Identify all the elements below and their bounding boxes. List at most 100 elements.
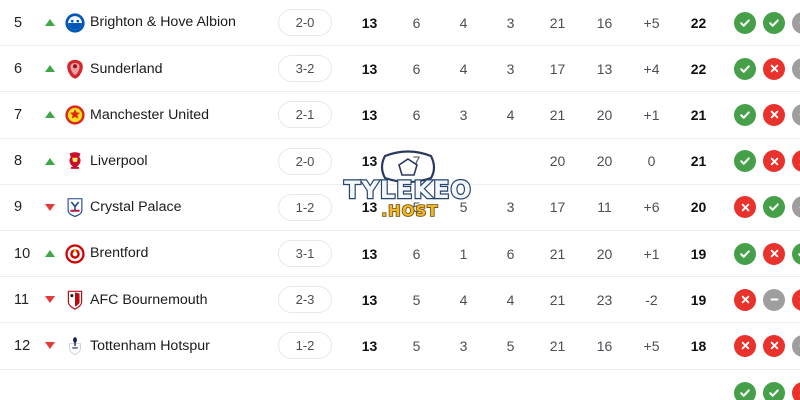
- form-chip-w[interactable]: [734, 150, 756, 173]
- played-cell: 13: [361, 291, 378, 308]
- form-chip-w[interactable]: [734, 103, 756, 126]
- last-result-cell[interactable]: 3-1: [264, 240, 346, 268]
- form-chip-w[interactable]: [763, 381, 785, 400]
- form-chip-d[interactable]: [763, 288, 785, 311]
- goals-against-cell: 20: [596, 245, 613, 262]
- goal-difference-cell: +4: [643, 60, 660, 77]
- team-name[interactable]: Sunderland: [90, 60, 163, 77]
- form-chip-d[interactable]: [792, 334, 800, 357]
- form-chip-l[interactable]: [763, 334, 785, 357]
- table-row[interactable]: 12 Tottenham Hotspur 1-2 13 5 3 5 21 16 +5 18: [0, 323, 800, 370]
- rank-cell: 5: [14, 14, 23, 31]
- last-result-badge[interactable]: 1-2: [278, 193, 332, 221]
- last-result-cell[interactable]: 1-2: [264, 332, 346, 360]
- last-result-cell[interactable]: 2-1: [264, 101, 346, 129]
- form-chip-w[interactable]: [734, 381, 756, 400]
- table-row[interactable]: 10 Brentford 3-1 13 6 1 6 21 20 +1 19: [0, 230, 800, 278]
- form-chip-l[interactable]: [763, 150, 785, 173]
- points-cell: 22: [690, 14, 707, 31]
- last-result-cell[interactable]: 2-0: [264, 147, 346, 175]
- movement-indicator: [40, 111, 60, 119]
- drawn-cell: 3: [459, 106, 468, 123]
- goal-difference-cell: +6: [643, 199, 660, 216]
- form-chip-l[interactable]: [734, 196, 756, 219]
- last-result-cell[interactable]: 3-2: [264, 55, 346, 83]
- team-crest: [60, 335, 90, 357]
- form-chip-d[interactable]: [792, 196, 800, 219]
- table-row[interactable]: 7 Manchester United 2-1 13 6 3 4 21 20 +1 21: [0, 92, 800, 139]
- goal-difference-cell: +5: [643, 14, 660, 31]
- form-chip-l[interactable]: [792, 288, 800, 311]
- goal-difference-cell: 0: [647, 153, 656, 170]
- last-result-badge[interactable]: 2-1: [278, 101, 332, 129]
- last-result-badge[interactable]: 3-1: [278, 240, 332, 268]
- team-name[interactable]: Liverpool: [90, 152, 148, 169]
- team-name[interactable]: Tottenham Hotspur: [90, 337, 210, 354]
- goals-for-cell: 21: [549, 14, 566, 31]
- table-row[interactable]: 11 AFC Bournemouth 2-3 13 5 4 4 21 23 -2 19: [0, 277, 800, 324]
- goal-difference-cell: +5: [643, 337, 660, 354]
- form-chip-l[interactable]: [734, 288, 756, 311]
- last-result-cell[interactable]: 2-3: [264, 286, 346, 314]
- goals-against-cell: 16: [596, 337, 613, 354]
- form-chip-w[interactable]: [792, 242, 800, 265]
- last-result-badge[interactable]: 1-2: [278, 332, 332, 360]
- last-result-badge[interactable]: 2-0: [278, 9, 332, 37]
- form-chip-d[interactable]: [792, 103, 800, 126]
- played-cell: 13: [361, 14, 378, 31]
- form-chip-l[interactable]: [792, 150, 800, 173]
- rank-cell: 7: [14, 106, 23, 123]
- form-chip-l[interactable]: [763, 242, 785, 265]
- movement-indicator: [40, 296, 60, 304]
- lost-cell: 3: [506, 14, 515, 31]
- team-name[interactable]: Brighton & Hove Albion: [90, 14, 236, 31]
- team-crest: [60, 58, 90, 80]
- rank-cell: 9: [14, 199, 23, 216]
- form-chip-w[interactable]: [734, 242, 756, 265]
- last-result-badge[interactable]: 3-2: [278, 55, 332, 83]
- form-chip-w[interactable]: [763, 11, 785, 34]
- won-cell: 6: [412, 245, 421, 262]
- drawn-cell: 1: [459, 245, 468, 262]
- lost-cell: 4: [506, 106, 515, 123]
- won-cell: 5: [412, 199, 421, 216]
- team-crest: [60, 150, 90, 172]
- table-row[interactable]: 5 Brighton & Hove Albion 2-0 13 6 4 3 21 16 +5 22: [0, 0, 800, 47]
- team-name[interactable]: AFC Bournemouth: [90, 291, 208, 308]
- form-chip-d[interactable]: [792, 11, 800, 34]
- drawn-cell: 4: [459, 291, 468, 308]
- drawn-cell: 5: [459, 199, 468, 216]
- table-row[interactable]: [0, 369, 800, 400]
- form-chip-w[interactable]: [763, 196, 785, 219]
- table-row[interactable]: 8 Liverpool 2-0 13 7 20 20 0 21: [0, 138, 800, 185]
- team-name[interactable]: Brentford: [90, 245, 149, 262]
- form-chip-l[interactable]: [763, 57, 785, 80]
- arrow-down-icon: [45, 203, 55, 211]
- team-name[interactable]: Manchester United: [90, 106, 210, 123]
- table-row[interactable]: 9 Crystal Palace 1-2 13 5 5 3 17 11 +6 20: [0, 184, 800, 231]
- arrow-up-icon: [45, 19, 55, 27]
- form-chip-l[interactable]: [734, 334, 756, 357]
- form-chip-w[interactable]: [734, 11, 756, 34]
- last-result-cell[interactable]: 1-2: [264, 193, 346, 221]
- last-result-badge[interactable]: 2-3: [278, 286, 332, 314]
- form-chip-w[interactable]: [734, 57, 756, 80]
- goals-against-cell: 16: [596, 14, 613, 31]
- won-cell: 5: [412, 291, 421, 308]
- goals-for-cell: 21: [549, 245, 566, 262]
- form-chip-d[interactable]: [792, 57, 800, 80]
- last-result-badge[interactable]: 2-0: [278, 147, 332, 175]
- played-cell: 13: [361, 106, 378, 123]
- form-chip-l[interactable]: [763, 103, 785, 126]
- lost-cell: 3: [506, 60, 515, 77]
- goals-for-cell: 21: [549, 337, 566, 354]
- table-row[interactable]: 6 Sunderland 3-2 13 6 4 3 17 13 +4 22: [0, 46, 800, 93]
- lost-cell: 5: [506, 337, 515, 354]
- last-result-cell[interactable]: 2-0: [264, 9, 346, 37]
- arrow-down-icon: [45, 296, 55, 304]
- form-chip-l[interactable]: [792, 381, 800, 400]
- team-name[interactable]: Crystal Palace: [90, 199, 182, 216]
- form-cell: [722, 381, 800, 400]
- drawn-cell: 4: [459, 60, 468, 77]
- rank-cell: 12: [14, 337, 31, 354]
